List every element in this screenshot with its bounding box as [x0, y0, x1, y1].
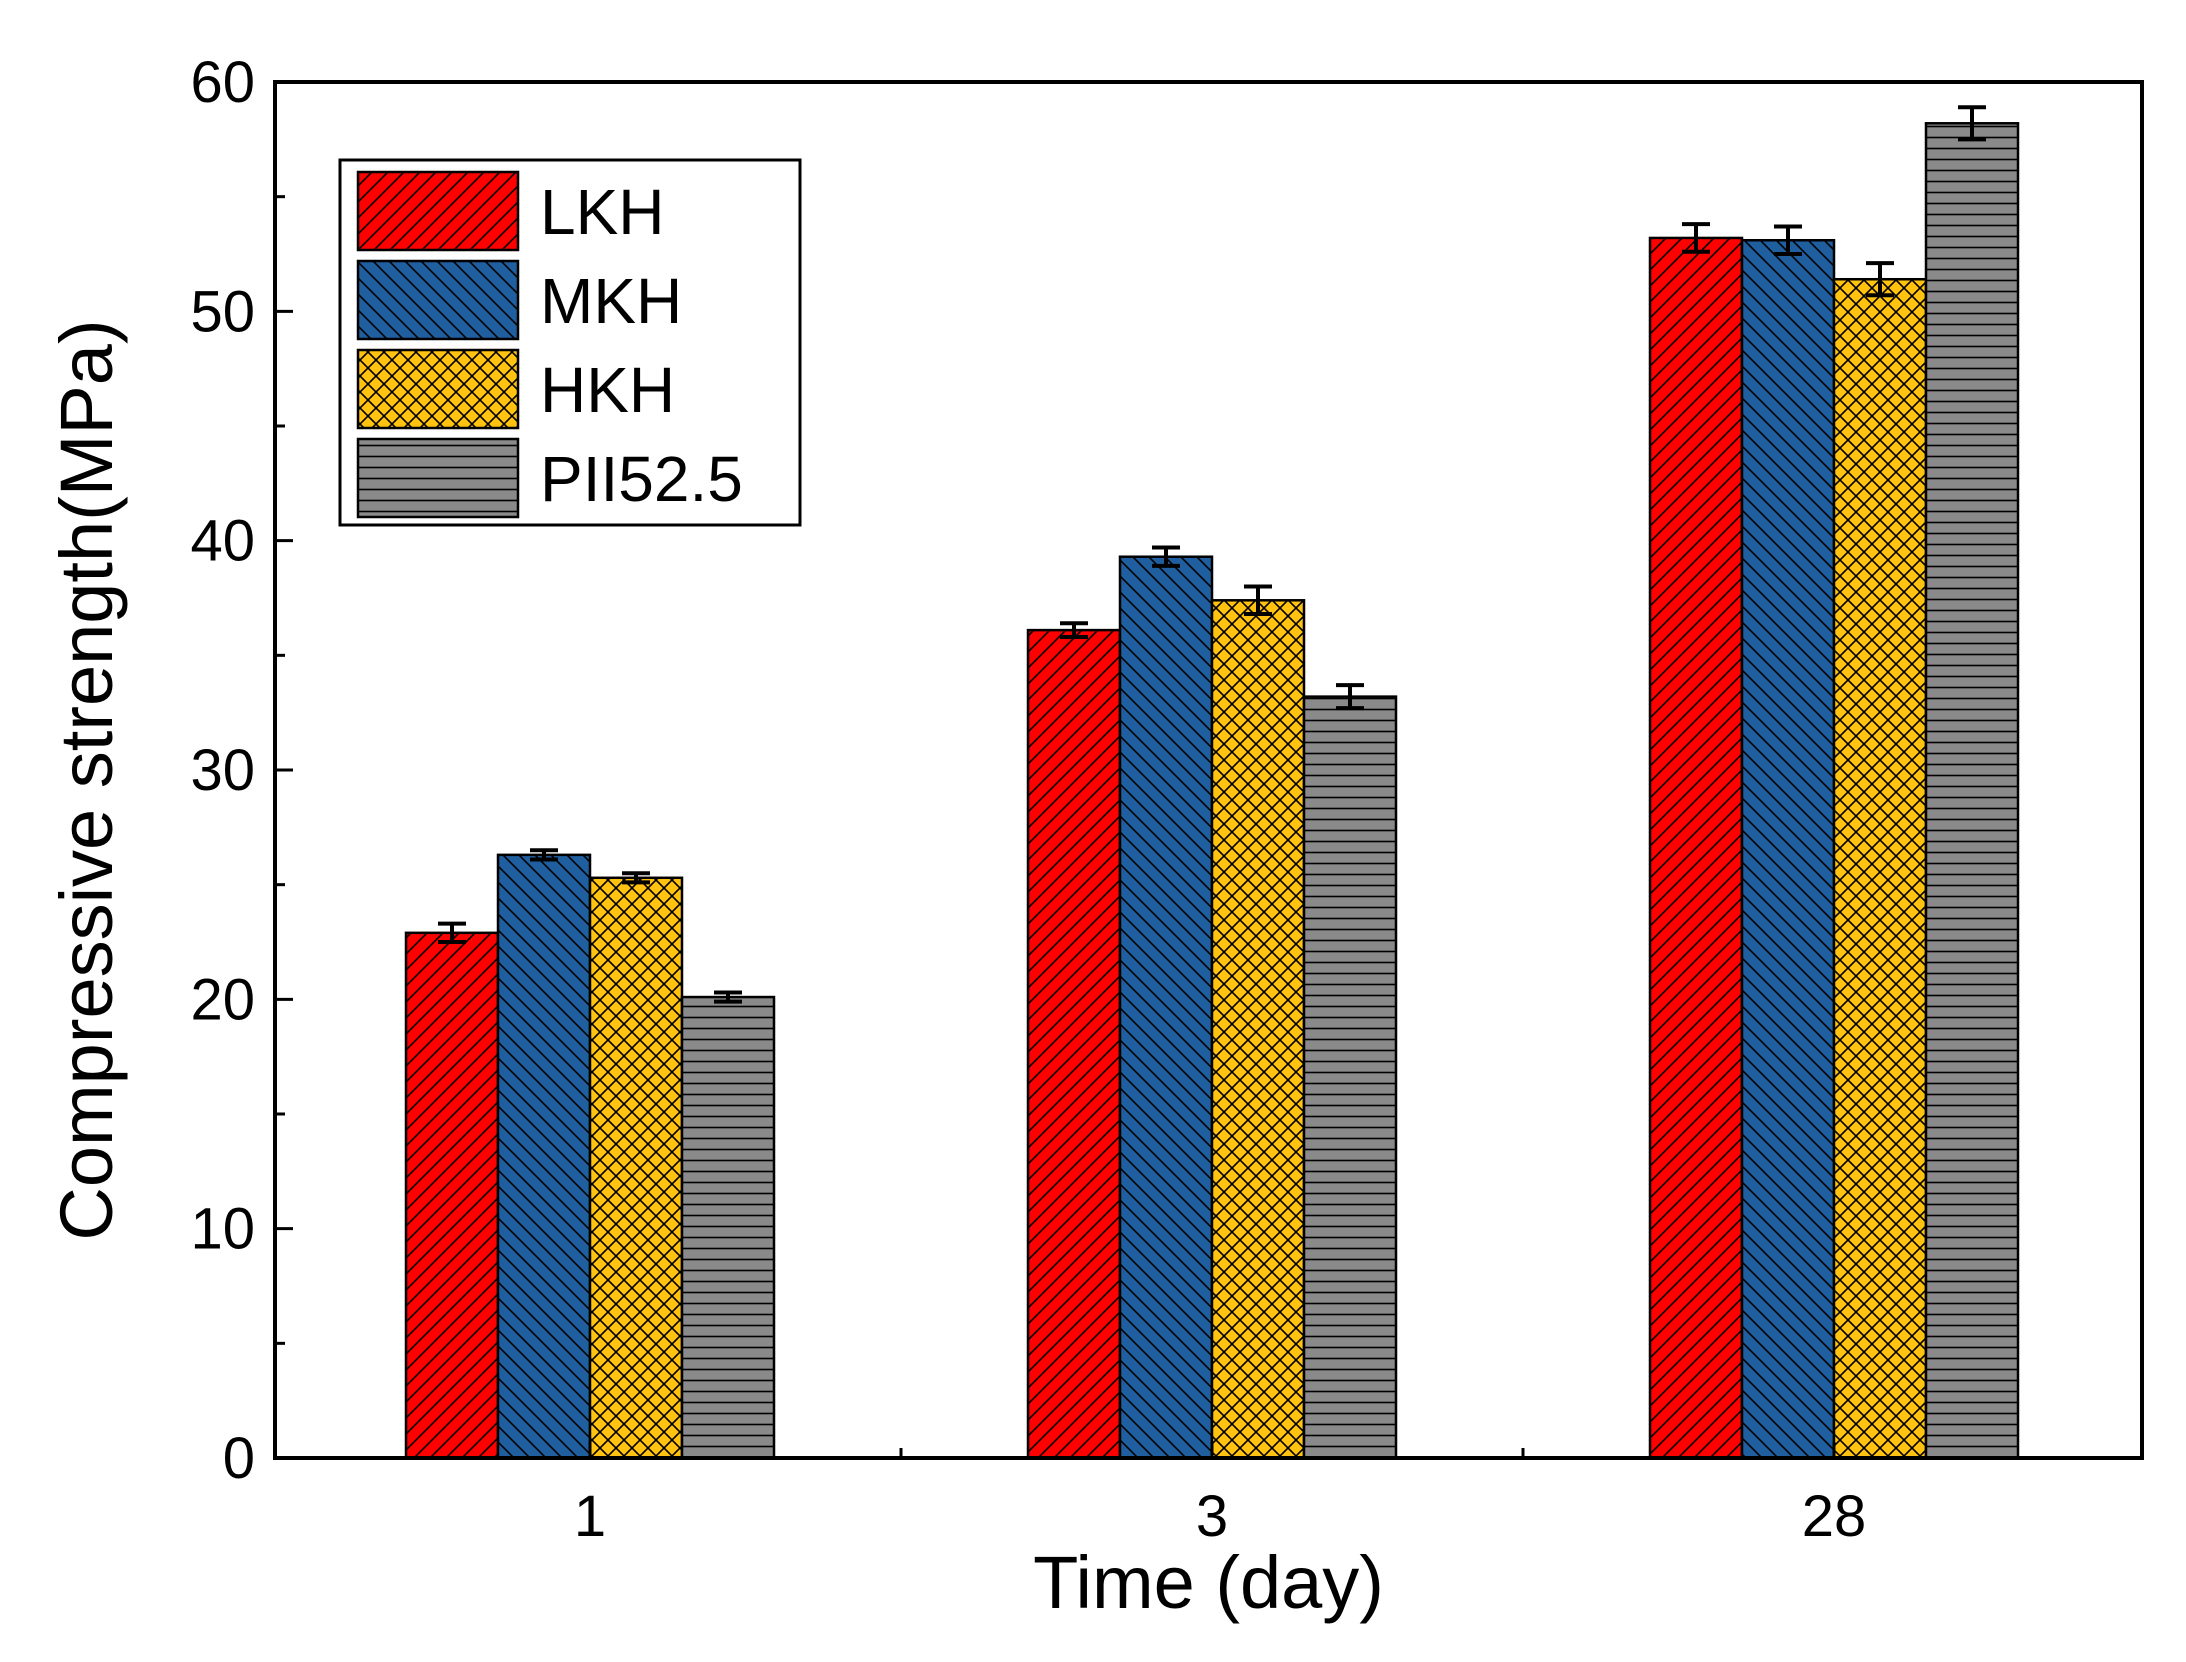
x-tick-label: 3 — [1196, 1484, 1228, 1549]
bar-pii525-day-3 — [1302, 695, 1398, 1460]
legend-label-lkh: LKH — [540, 176, 665, 248]
x-axis-title: Time (day) — [1033, 1541, 1384, 1624]
bar-hkh-day-3 — [1210, 599, 1306, 1460]
error-bar-lkh-day-28 — [1682, 222, 1710, 254]
x-tick-label: 28 — [1802, 1484, 1867, 1549]
legend: LKH MKH HKH PII52.5 — [338, 158, 802, 527]
y-tick-label: 30 — [190, 738, 255, 803]
error-bar-mkh-day-28 — [1774, 224, 1802, 256]
bar-lkh-day-28 — [1648, 236, 1744, 1460]
bar-pii525-day-28 — [1924, 122, 2020, 1460]
error-bar-pii525-day-28 — [1958, 105, 1986, 142]
legend-label-pii525: PII52.5 — [540, 443, 743, 515]
legend-swatch-lkh — [356, 170, 520, 252]
bar-lkh-day-3 — [1026, 628, 1122, 1460]
y-tick-label: 0 — [223, 1426, 255, 1491]
bar-mkh-day-3 — [1118, 555, 1214, 1460]
legend-swatch-mkh — [356, 259, 520, 341]
error-bar-hkh-day-3 — [1244, 584, 1272, 617]
bar-hkh-day-28 — [1832, 277, 1928, 1460]
y-tick-label: 50 — [190, 279, 255, 344]
error-bar-pii525-day-1 — [714, 990, 742, 1004]
legend-label-hkh: HKH — [540, 354, 675, 426]
y-tick-label: 10 — [190, 1197, 255, 1262]
bar-hkh-day-1 — [588, 876, 684, 1460]
error-bar-pii525-day-3 — [1336, 683, 1364, 711]
error-bar-hkh-day-1 — [622, 871, 650, 885]
x-tick-label: 1 — [574, 1484, 606, 1549]
bar-mkh-day-28 — [1740, 238, 1836, 1460]
y-axis-title: Compressive strength(MPa) — [45, 319, 128, 1240]
error-bar-hkh-day-28 — [1866, 261, 1894, 298]
y-tick-label: 60 — [190, 50, 255, 115]
error-bar-lkh-day-3 — [1060, 621, 1088, 639]
y-tick-label: 40 — [190, 509, 255, 574]
legend-label-mkh: MKH — [540, 265, 682, 337]
y-tick-label: 20 — [190, 967, 255, 1032]
error-bar-lkh-day-1 — [438, 921, 466, 944]
bar-lkh-day-1 — [404, 931, 500, 1460]
error-bar-mkh-day-1 — [530, 848, 558, 862]
legend-swatch-hkh — [356, 348, 520, 430]
error-bar-mkh-day-3 — [1152, 545, 1180, 568]
bar-mkh-day-1 — [496, 853, 592, 1460]
legend-swatch-pii525 — [356, 437, 520, 519]
bar-pii525-day-1 — [680, 995, 776, 1460]
